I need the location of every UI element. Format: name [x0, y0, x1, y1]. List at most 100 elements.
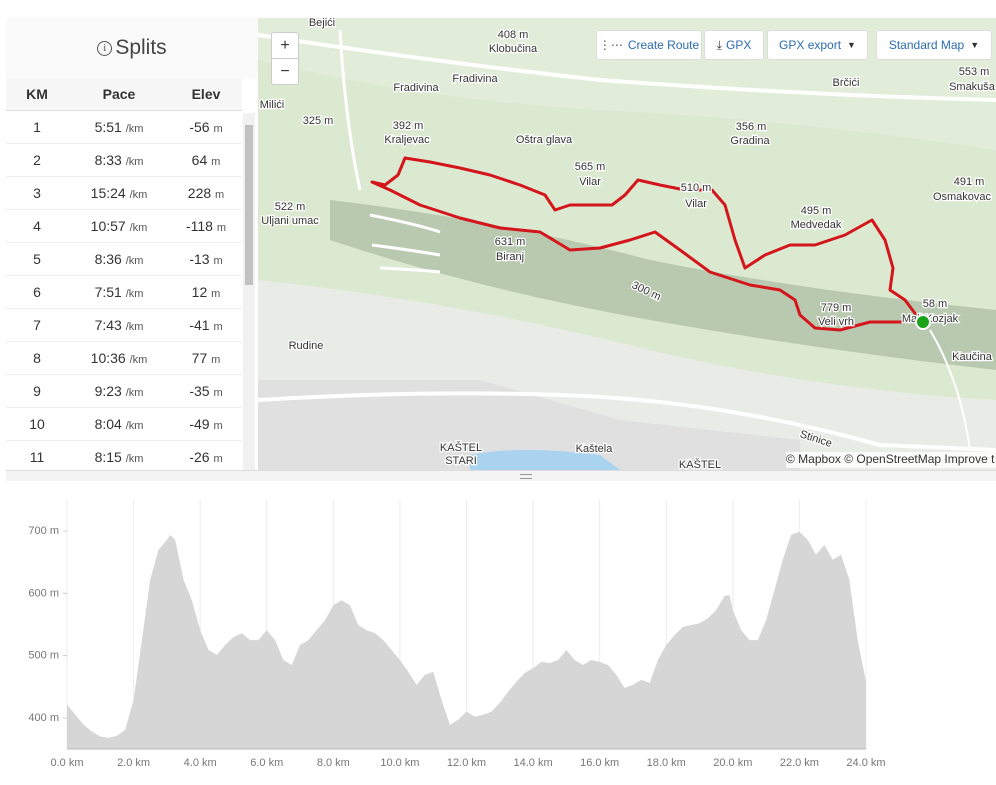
- pace-value: 9:23: [94, 383, 122, 399]
- gpx-button[interactable]: ⤓ GPX: [704, 30, 764, 60]
- map[interactable]: Bejići 408 m Klobučina Fradivina Fradivina Mi…: [258, 18, 996, 470]
- x-tick-label: 22.0 km: [780, 757, 819, 769]
- pace-cell: 5:51 /km: [68, 110, 170, 144]
- pace-unit: /km: [129, 189, 148, 201]
- map-label: Uljani umac: [261, 215, 319, 227]
- split-row: 4 10:57 /km -118 m: [6, 209, 242, 243]
- elev-value: -41: [189, 317, 210, 333]
- pace-cell: 7:43 /km: [68, 308, 170, 342]
- pace-cell: 8:04 /km: [68, 407, 170, 441]
- grip[interactable]: [520, 474, 532, 479]
- y-tick-label: 400 m: [28, 712, 59, 724]
- elev-unit: m: [213, 453, 223, 465]
- map-label: Medvedak: [791, 219, 842, 231]
- x-tick-label: 16.0 km: [580, 757, 619, 769]
- map-label: Vilar: [579, 176, 601, 188]
- km-cell: 1: [6, 110, 68, 144]
- scrollbar[interactable]: [243, 113, 255, 470]
- elev-value: -13: [189, 251, 210, 267]
- km-cell: 5: [6, 242, 68, 276]
- elev-value: -49: [189, 416, 210, 432]
- pace-cell: 8:15 /km: [68, 440, 170, 470]
- map-label: Oštra glava: [516, 134, 573, 146]
- gpx-export-button[interactable]: GPX export ▼: [767, 30, 868, 60]
- zoom-out[interactable]: −: [271, 58, 299, 85]
- y-tick-label: 600 m: [28, 587, 59, 599]
- pace-value: 15:24: [90, 185, 126, 201]
- elev-cell: -56 m: [170, 110, 242, 144]
- x-tick-label: 24.0 km: [846, 757, 885, 769]
- map-label: STARI: [445, 455, 477, 467]
- map-label: Bejići: [309, 18, 335, 29]
- pace-unit: /km: [129, 354, 148, 366]
- map-label: 565 m: [575, 161, 606, 173]
- map-label: Osmakovac: [933, 191, 992, 203]
- map-label: 491 m: [954, 176, 985, 188]
- map-label: Biranj: [496, 251, 524, 263]
- splits-title: Splits: [115, 36, 167, 59]
- map-label: 408 m: [498, 29, 529, 41]
- pace-value: 10:36: [90, 350, 126, 366]
- info-icon[interactable]: i: [97, 40, 113, 56]
- map-label: Veli vrh: [818, 316, 854, 328]
- map-style-button[interactable]: Standard Map ▼: [876, 30, 992, 60]
- elev-unit: m: [213, 321, 223, 333]
- km-cell: 7: [6, 308, 68, 342]
- km-cell: 2: [6, 143, 68, 177]
- column-header: Pace: [68, 78, 170, 111]
- elev-cell: -13 m: [170, 242, 242, 276]
- column-header: Elev: [170, 78, 242, 111]
- pace-unit: /km: [129, 222, 148, 234]
- elev-value: -56: [189, 119, 210, 135]
- road: [338, 29, 362, 191]
- button-label: GPX export: [779, 38, 842, 52]
- elev-cell: 77 m: [170, 341, 242, 375]
- elev-value: -35: [189, 383, 210, 399]
- button-label: Standard Map: [888, 38, 965, 52]
- map-label: Kaštela: [576, 443, 614, 455]
- map-label: Gradina: [730, 135, 770, 147]
- x-tick-label: 10.0 km: [380, 757, 419, 769]
- km-cell: 11: [6, 440, 68, 470]
- pace-cell: 10:57 /km: [68, 209, 170, 243]
- elev-unit: m: [211, 288, 221, 300]
- elev-cell: 64 m: [170, 143, 242, 177]
- scroll-thumb[interactable]: [245, 125, 253, 285]
- map-label: Kraljevac: [384, 134, 430, 146]
- pace-cell: 8:36 /km: [68, 242, 170, 276]
- km-cell: 9: [6, 374, 68, 408]
- map-label: 325 m: [303, 115, 334, 127]
- elev-cell: -118 m: [170, 209, 242, 243]
- column-header: KM: [6, 78, 68, 111]
- ridge: [330, 200, 996, 370]
- map-label: Milići: [260, 99, 284, 111]
- pace-unit: /km: [125, 420, 144, 432]
- pace-unit: /km: [125, 255, 144, 267]
- resize-handle[interactable]: [6, 470, 996, 481]
- split-row: 6 7:51 /km 12 m: [6, 275, 242, 309]
- map-label: Vilar: [685, 198, 707, 210]
- road: [929, 329, 971, 451]
- pace-value: 8:04: [94, 416, 122, 432]
- elev-cell: -49 m: [170, 407, 242, 441]
- elev-value: 64: [191, 152, 208, 168]
- map-label: Rudine: [289, 340, 324, 352]
- km-cell: 10: [6, 407, 68, 441]
- pace-value: 5:51: [94, 119, 122, 135]
- urban-area: [258, 380, 800, 470]
- map-label: Smakuša: [949, 81, 996, 93]
- map-label: Fradivina: [452, 73, 498, 85]
- map-label: Kaučina: [952, 351, 993, 363]
- attribution[interactable]: © Mapbox © OpenStreetMap Improve t: [786, 452, 996, 468]
- elev-cell: -35 m: [170, 374, 242, 408]
- pace-unit: /km: [125, 453, 144, 465]
- split-row: 7 7:43 /km -41 m: [6, 308, 242, 342]
- create-route-button[interactable]: ⋮⋯ Create Route: [596, 30, 702, 60]
- map-label: 779 m: [821, 302, 852, 314]
- map-label: 58 m: [923, 298, 947, 310]
- y-tick-label: 700 m: [28, 525, 59, 537]
- zoom-in[interactable]: +: [271, 32, 299, 59]
- map-label: 356 m: [736, 121, 767, 133]
- split-row: 9 9:23 /km -35 m: [6, 374, 242, 408]
